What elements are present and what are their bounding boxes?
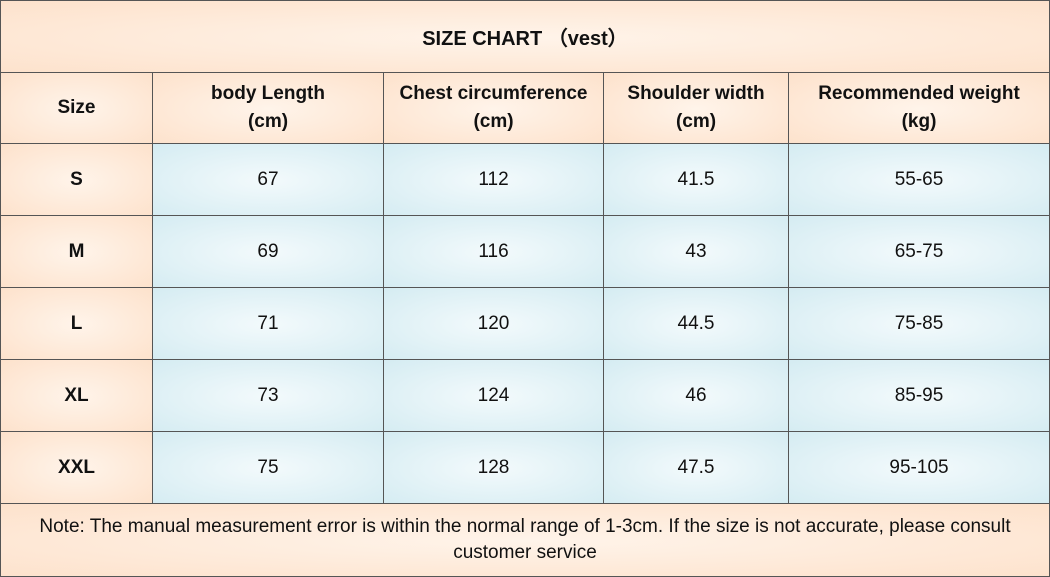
value-cell: 65-75 — [787, 215, 1050, 288]
header-text: (kg) — [901, 111, 937, 132]
data-row: XL 73 124 46 85-95 — [0, 359, 1050, 432]
value-cell: 95-105 — [787, 431, 1050, 504]
header-text: Size — [57, 97, 96, 118]
value-cell: 85-95 — [787, 359, 1050, 432]
value-cell: 116 — [383, 215, 604, 288]
title-row: SIZE CHART （vest） — [0, 0, 1050, 73]
header-text: Chest circumference — [399, 83, 588, 104]
size-cell: XL — [0, 359, 153, 432]
value-cell: 46 — [603, 359, 789, 432]
header-cell: Shoulder width (cm) — [603, 72, 789, 144]
note-row: Note: The manual measurement error is wi… — [0, 503, 1050, 577]
value-cell: 55-65 — [787, 143, 1050, 216]
header-text: Shoulder width — [627, 83, 765, 104]
header-text: Recommended weight — [818, 83, 1020, 104]
data-row: M 69 116 43 65-75 — [0, 215, 1050, 288]
value-cell: 43 — [603, 215, 789, 288]
value-cell: 73 — [152, 359, 384, 432]
header-cell: Size — [0, 72, 153, 144]
value-cell: 75-85 — [787, 287, 1050, 360]
value-cell: 128 — [383, 431, 604, 504]
value-cell: 71 — [152, 287, 384, 360]
table-title: SIZE CHART （vest） — [0, 0, 1050, 73]
value-cell: 112 — [383, 143, 604, 216]
header-cell: Recommended weight (kg) — [787, 72, 1050, 144]
value-cell: 67 — [152, 143, 384, 216]
value-cell: 44.5 — [603, 287, 789, 360]
data-row: L 71 120 44.5 75-85 — [0, 287, 1050, 360]
header-text: (cm) — [247, 111, 289, 132]
header-cell: body Length (cm) — [152, 72, 384, 144]
size-cell: M — [0, 215, 153, 288]
value-cell: 75 — [152, 431, 384, 504]
size-cell: XXL — [0, 431, 153, 504]
value-cell: 41.5 — [603, 143, 789, 216]
size-cell: S — [0, 143, 153, 216]
value-cell: 69 — [152, 215, 384, 288]
header-row: Size body Length (cm) Chest circumference (c… — [0, 72, 1050, 144]
header-cell: Chest circumference (cm) — [383, 72, 604, 144]
data-row: XXL 75 128 47.5 95-105 — [0, 431, 1050, 504]
size-cell: L — [0, 287, 153, 360]
value-cell: 47.5 — [603, 431, 789, 504]
value-cell: 120 — [383, 287, 604, 360]
data-row: S 67 112 41.5 55-65 — [0, 143, 1050, 216]
header-text: (cm) — [675, 111, 717, 132]
header-text: body Length — [211, 83, 325, 104]
value-cell: 124 — [383, 359, 604, 432]
note: Note: The manual measurement error is wi… — [0, 503, 1050, 577]
header-text: (cm) — [473, 111, 514, 132]
